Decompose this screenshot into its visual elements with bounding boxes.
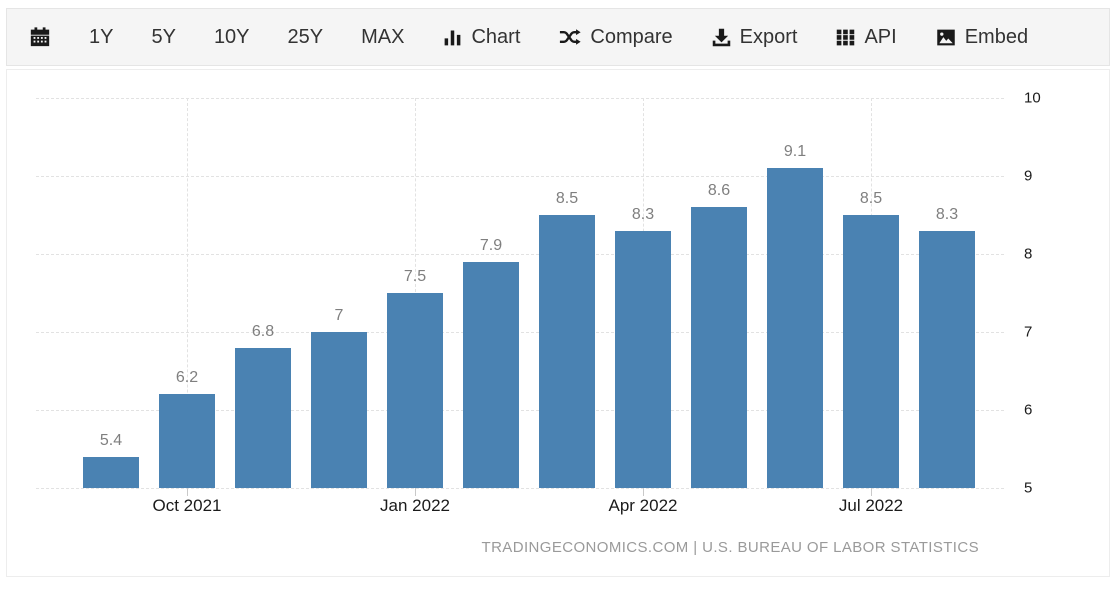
range-button-25y[interactable]: 25Y bbox=[288, 27, 324, 47]
range-button-label: MAX bbox=[361, 26, 405, 48]
bar-9[interactable] bbox=[767, 168, 823, 488]
bar-value-label: 8.3 bbox=[935, 205, 959, 223]
x-axis-tick-label: Apr 2022 bbox=[608, 496, 678, 515]
bar-value-label: 6.8 bbox=[251, 322, 275, 340]
bar-0[interactable] bbox=[83, 456, 139, 488]
range-button-label: 10Y bbox=[213, 26, 250, 48]
y-axis-tick-label: 7 bbox=[1024, 323, 1033, 341]
range-button-5y[interactable]: 5Y bbox=[151, 27, 175, 47]
chart-container: 5.4 6.2 6.8 7 7.5 7.9 8.5 8.3 8.6 9.1 8.5 8.3 5 6 7 8 9… bbox=[6, 69, 1110, 577]
y-axis-tick-label: 10 bbox=[1024, 89, 1041, 107]
range-button-10y[interactable]: 10Y bbox=[214, 27, 250, 47]
bar-value-label: 8.6 bbox=[707, 182, 731, 200]
range-button-max[interactable]: MAX bbox=[361, 27, 404, 47]
download-icon bbox=[711, 27, 732, 48]
x-axis-tick-label: Jul 2022 bbox=[838, 496, 904, 515]
bar-5[interactable] bbox=[463, 261, 519, 488]
x-axis-tick bbox=[415, 488, 416, 496]
watermark: TRADINGECONOMICS.COM | U.S. BUREAU OF LA… bbox=[481, 539, 979, 556]
x-axis-tick bbox=[871, 488, 872, 496]
range-button-label: 5Y bbox=[151, 26, 176, 48]
bar-value-label: 6.2 bbox=[175, 369, 199, 387]
y-gridline bbox=[36, 176, 1004, 177]
export-button-label: Export bbox=[739, 26, 798, 48]
bar-value-label: 8.5 bbox=[859, 190, 883, 207]
y-gridline bbox=[36, 488, 1004, 489]
bar-value-label: 7 bbox=[334, 307, 344, 324]
plot-area: 5.4 6.2 6.8 7 7.5 7.9 8.5 8.3 8.6 9.1 8.5 8.3 bbox=[36, 98, 1004, 496]
x-axis-tick bbox=[187, 488, 188, 496]
x-gridline bbox=[187, 98, 188, 488]
compare-button-label: Compare bbox=[590, 26, 673, 48]
bar-value-label: 9.1 bbox=[783, 143, 807, 161]
shuffle-icon bbox=[558, 26, 582, 48]
bar-value-label: 7.5 bbox=[403, 268, 427, 285]
chart-toolbar: 1Y 5Y 10Y 25Y MAX Chart Compare Export API Embed bbox=[6, 8, 1110, 66]
y-axis-tick-label: 8 bbox=[1024, 245, 1033, 263]
range-button-label: 1Y bbox=[89, 26, 114, 48]
y-axis-tick-label: 9 bbox=[1024, 167, 1033, 185]
bar-7[interactable] bbox=[615, 230, 671, 488]
grid-icon bbox=[835, 27, 856, 48]
chart-button[interactable]: Chart bbox=[442, 27, 520, 48]
bar-chart-icon bbox=[442, 27, 463, 48]
bar-value-label: 5.4 bbox=[99, 431, 123, 449]
bar-value-label: 8.3 bbox=[631, 205, 655, 223]
image-icon bbox=[935, 27, 957, 48]
chart-button-label: Chart bbox=[471, 26, 521, 48]
y-axis-tick-label: 5 bbox=[1024, 479, 1033, 497]
y-axis-tick-label: 6 bbox=[1024, 401, 1033, 419]
y-gridline bbox=[36, 98, 1004, 99]
bar-value-label: 8.5 bbox=[555, 190, 579, 207]
bar-8[interactable] bbox=[691, 207, 747, 488]
x-axis-tick-label: Oct 2021 bbox=[152, 496, 222, 515]
bar-3[interactable] bbox=[311, 332, 367, 488]
range-button-label: 25Y bbox=[287, 26, 324, 48]
y-gridline bbox=[36, 410, 1004, 411]
compare-button[interactable]: Compare bbox=[558, 26, 673, 48]
embed-button[interactable]: Embed bbox=[935, 27, 1028, 48]
y-gridline bbox=[36, 254, 1004, 255]
x-axis-tick bbox=[643, 488, 644, 496]
bar-2[interactable] bbox=[235, 347, 291, 488]
api-button[interactable]: API bbox=[835, 26, 897, 48]
export-button[interactable]: Export bbox=[711, 26, 798, 48]
api-button-label: API bbox=[864, 26, 897, 48]
calendar-button[interactable] bbox=[29, 26, 51, 48]
bar-10[interactable] bbox=[843, 215, 899, 488]
bar-1[interactable] bbox=[159, 394, 215, 488]
embed-button-label: Embed bbox=[964, 26, 1029, 48]
y-gridline bbox=[36, 332, 1004, 333]
calendar-icon bbox=[29, 26, 51, 48]
bar-4[interactable] bbox=[387, 293, 443, 488]
bar-value-label: 7.9 bbox=[479, 236, 503, 254]
bar-11[interactable] bbox=[919, 230, 975, 488]
bar-6[interactable] bbox=[539, 215, 595, 488]
range-button-1y[interactable]: 1Y bbox=[89, 27, 113, 47]
x-axis-tick-label: Jan 2022 bbox=[380, 496, 450, 515]
